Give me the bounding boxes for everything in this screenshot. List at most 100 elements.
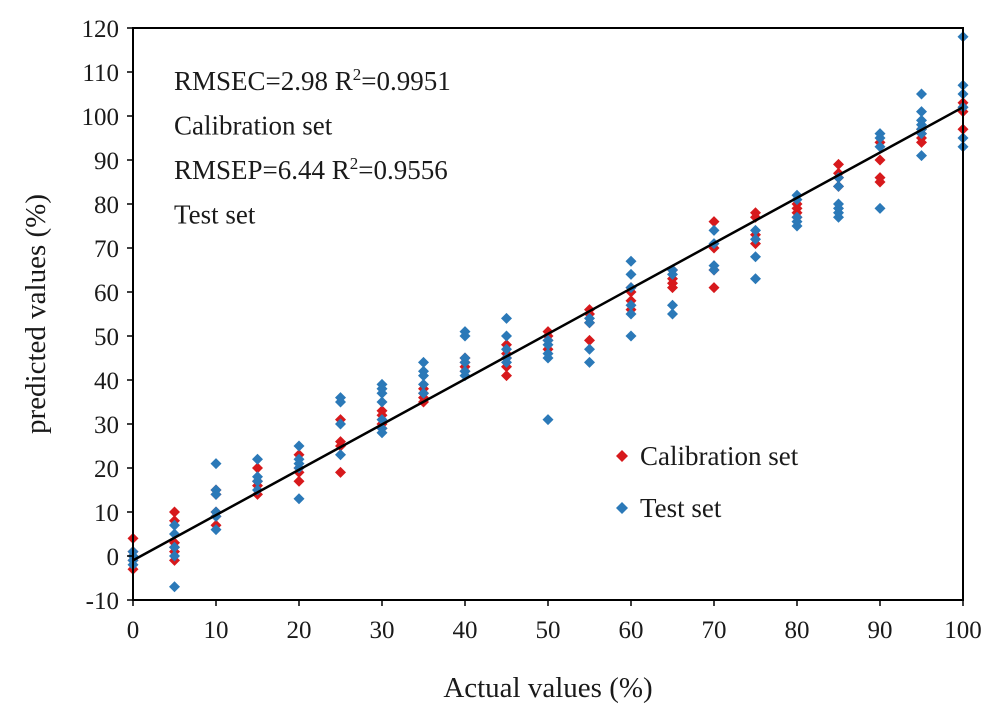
test-point — [210, 458, 222, 470]
y-tick-label: 40 — [94, 368, 119, 395]
test-point — [418, 370, 429, 382]
test-point — [252, 475, 263, 487]
test-point — [501, 356, 512, 368]
test-point — [916, 88, 927, 100]
test-point — [542, 352, 554, 364]
test-point — [750, 251, 761, 263]
y-tick-label: 90 — [94, 148, 119, 175]
calibration-point — [874, 154, 886, 166]
calibration-point — [833, 158, 844, 170]
test-point — [625, 299, 637, 311]
fit-line-layer — [132, 106, 964, 562]
test-point — [750, 233, 761, 245]
test-point — [293, 493, 305, 505]
calibration-point — [501, 370, 512, 382]
x-tick-label: 70 — [702, 617, 727, 644]
legend-label: Test set — [640, 493, 722, 523]
calibration-point — [169, 506, 180, 518]
y-axis-title: predicted values (%) — [20, 194, 52, 434]
x-tick-label: 0 — [127, 617, 140, 644]
annotation-line: Test set — [174, 200, 256, 230]
test-point — [459, 330, 471, 342]
y-tick-label: 110 — [82, 60, 119, 87]
annotation-text: Calibration set — [174, 111, 333, 141]
legend-label: Calibration set — [640, 441, 799, 471]
test-point — [667, 268, 678, 280]
x-tick-label: 60 — [619, 617, 644, 644]
test-point — [501, 343, 512, 355]
test-point — [335, 396, 346, 408]
test-point — [169, 581, 180, 593]
test-point — [335, 449, 346, 461]
test-point — [169, 541, 180, 553]
x-tick-label: 10 — [204, 617, 229, 644]
test-point — [542, 414, 554, 426]
calibration-point — [708, 216, 720, 228]
legend-marker — [616, 450, 628, 462]
test-point — [625, 308, 637, 320]
x-tick-label: 20 — [287, 617, 312, 644]
test-point — [667, 308, 678, 320]
y-tick-label: 0 — [107, 544, 120, 571]
calibration-point — [293, 475, 305, 487]
test-point — [418, 387, 429, 399]
annotation-text: RMSEC=2.98 R — [174, 66, 353, 96]
test-point — [584, 356, 595, 368]
test-point — [625, 330, 637, 342]
y-tick-label: 10 — [94, 500, 119, 527]
calibration-point — [667, 282, 678, 294]
test-point — [833, 211, 844, 223]
y-tick-label: 30 — [94, 412, 119, 439]
test-point — [293, 440, 305, 452]
x-tick-label: 50 — [536, 617, 561, 644]
annotation-superscript: 2 — [350, 154, 359, 173]
test-point — [916, 150, 927, 162]
y-tick-label: 70 — [94, 236, 119, 263]
annotation-value: =0.9951 — [361, 66, 450, 96]
test-point — [376, 427, 388, 439]
test-point — [874, 132, 886, 144]
calibration-point — [916, 136, 927, 148]
y-tick-label: 20 — [94, 456, 119, 483]
annotation-text: RMSEP=6.44 R — [174, 155, 350, 185]
x-tick-label: 80 — [785, 617, 810, 644]
calibration-point — [874, 176, 886, 188]
ticks-layer: 0 10 20 30 40 50 60 70 80 90 100 -10 0 10 20 30 40 50 60 70… — [82, 16, 982, 644]
x-tick-label: 40 — [453, 617, 478, 644]
y-tick-label: 100 — [82, 104, 120, 131]
test-point — [708, 224, 720, 236]
test-point — [418, 356, 429, 368]
test-point — [625, 268, 637, 280]
legend: Calibration set Test set — [616, 441, 799, 523]
y-tick-label: 60 — [94, 280, 119, 307]
test-point — [335, 418, 346, 430]
test-point — [750, 273, 761, 285]
annotation-superscript: 2 — [353, 65, 362, 84]
test-point — [667, 299, 678, 311]
test-point — [252, 453, 263, 465]
annotation-text: Test set — [174, 200, 256, 230]
y-tick-label: -10 — [86, 588, 119, 615]
test-point — [833, 180, 844, 192]
test-point — [791, 220, 803, 232]
test-point — [750, 224, 761, 236]
calibration-point — [335, 466, 346, 478]
test-point — [210, 488, 222, 500]
test-point — [708, 264, 720, 276]
test-point — [874, 141, 886, 153]
y-tick-label: 120 — [82, 16, 120, 43]
test-point — [169, 519, 180, 531]
calibration-point — [252, 462, 263, 474]
test-point — [210, 524, 222, 536]
y-tick-label: 50 — [94, 324, 119, 351]
annotation-line: RMSEC=2.98 R2=0.9951 — [174, 65, 451, 96]
test-point — [542, 339, 554, 351]
test-point — [584, 343, 595, 355]
x-tick-label: 90 — [868, 617, 893, 644]
y-tick-label: 80 — [94, 192, 119, 219]
test-point — [501, 330, 512, 342]
test-point — [376, 396, 388, 408]
